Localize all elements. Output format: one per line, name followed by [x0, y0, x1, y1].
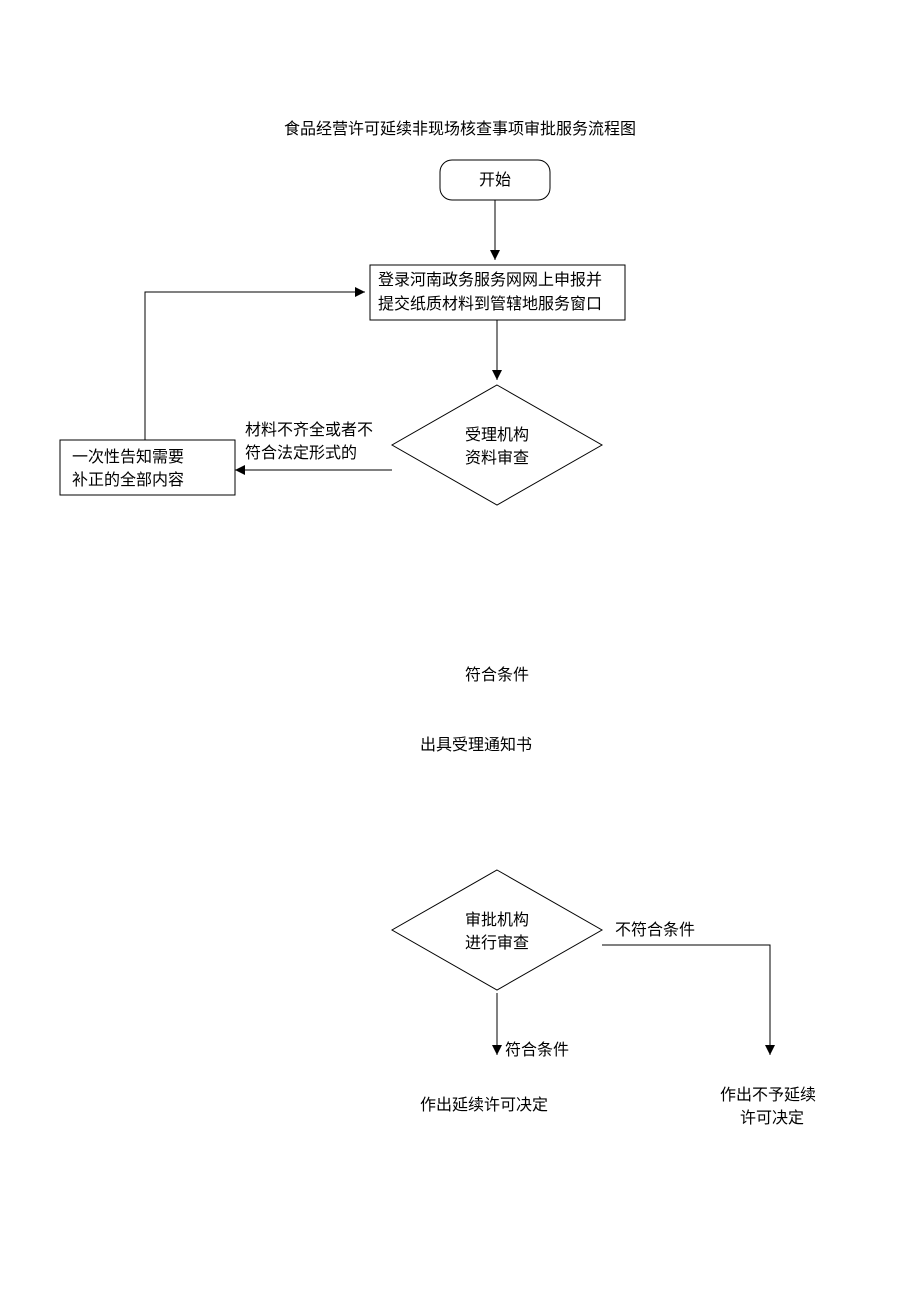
edge-notify-submit	[145, 292, 365, 440]
label-result-no-l1: 作出不予延续	[720, 1085, 816, 1107]
label-notify-l2: 补正的全部内容	[72, 470, 184, 492]
label-issue-notice: 出具受理通知书	[420, 735, 532, 757]
label-review2-l2: 进行审查	[465, 933, 529, 955]
label-notify-l1: 一次性告知需要	[72, 447, 184, 469]
label-incomplete-l1: 材料不齐全或者不	[245, 420, 373, 442]
label-pass2: 符合条件	[505, 1040, 569, 1062]
label-review1-l1: 受理机构	[465, 425, 529, 447]
label-review1-l2: 资料审查	[465, 448, 529, 470]
edge-review2-no	[602, 945, 770, 1055]
label-review2-l1: 审批机构	[465, 910, 529, 932]
label-submit-l1: 登录河南政务服务网网上申报并	[378, 270, 602, 292]
label-start: 开始	[440, 170, 550, 192]
label-submit-l2: 提交纸质材料到管辖地服务窗口	[378, 294, 602, 316]
label-pass1: 符合条件	[465, 665, 529, 687]
flowchart-page: 食品经营许可延续非现场核查事项审批服务流程图 开始 登录河南政务服务网网上申报并…	[0, 0, 920, 1301]
label-result-no-l2: 许可决定	[740, 1108, 804, 1130]
label-result-ok: 作出延续许可决定	[420, 1095, 548, 1117]
label-incomplete-l2: 符合法定形式的	[245, 443, 357, 465]
label-fail2: 不符合条件	[615, 920, 695, 942]
